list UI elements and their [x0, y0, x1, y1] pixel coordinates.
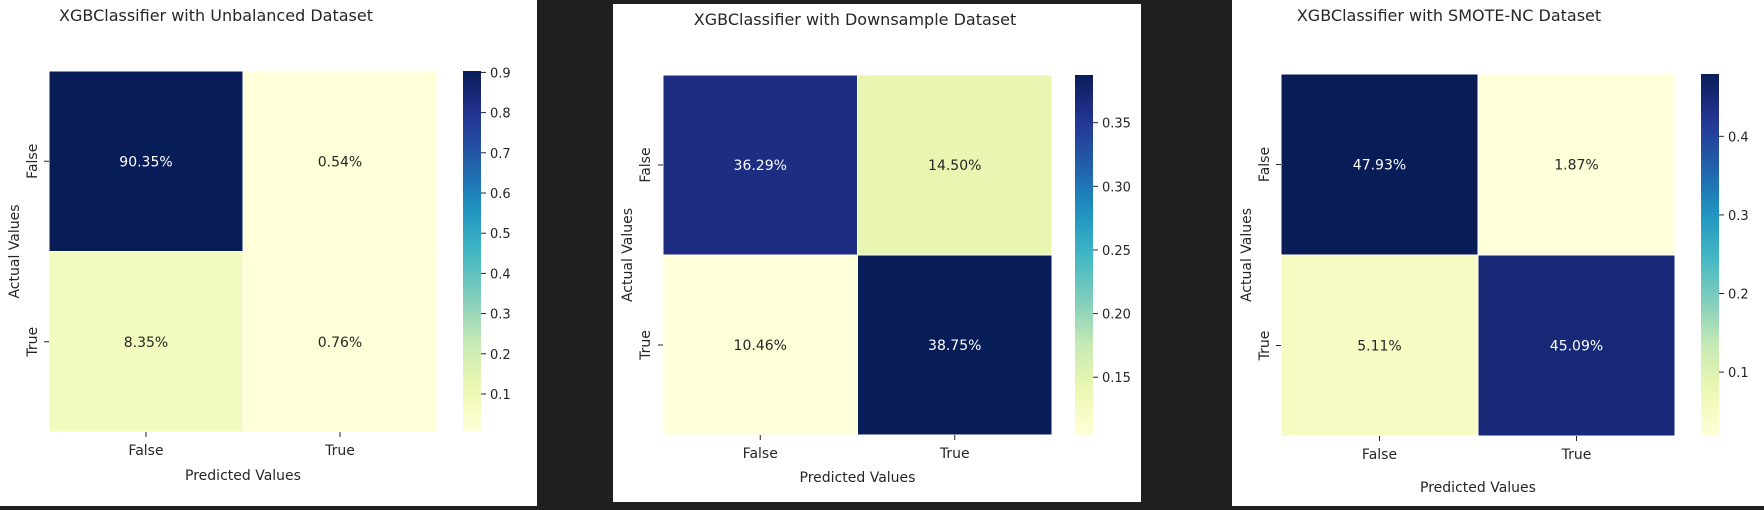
y-tick-label: True	[638, 330, 654, 361]
colorbar-tick-label: 0.25	[1102, 244, 1131, 259]
heatmap-cell-1-1	[857, 254, 1053, 436]
x-axis-label: Predicted Values	[185, 468, 301, 484]
x-tick-label: True	[1561, 447, 1592, 463]
colorbar-tick-label: 0.4	[1728, 130, 1749, 145]
heatmap-cell-0-0	[662, 74, 858, 256]
heatmap-cell-0-1	[242, 70, 438, 252]
y-tick-label: False	[1257, 147, 1273, 182]
heatmap-panel-unbalanced: XGBClassifier with Unbalanced Dataset 90.…	[0, 0, 537, 506]
colorbar-tick-label: 0.4	[490, 267, 511, 282]
cell-annotation-0-0: 47.93%	[1353, 158, 1406, 174]
cell-annotation-1-0: 8.35%	[124, 335, 168, 351]
y-tick-label: False	[25, 144, 41, 179]
colorbar-tick-label: 0.1	[1728, 366, 1749, 381]
colorbar-tick-label: 0.2	[490, 348, 511, 363]
heatmap-cell-1-1	[1477, 254, 1676, 437]
colorbar-tick-label: 0.35	[1102, 117, 1131, 132]
colorbar-tick-label: 0.5	[490, 227, 511, 242]
heatmap-cell-1-1	[242, 251, 438, 433]
chart-title: XGBClassifier with SMOTE-NC Dataset	[1297, 6, 1601, 25]
cell-annotation-0-1: 1.87%	[1554, 158, 1598, 174]
x-tick-label: False	[743, 446, 778, 462]
colorbar-tick-label: 0.6	[490, 187, 511, 202]
heatmap-panel-downsample: XGBClassifier with Downsample Dataset 36.…	[613, 4, 1141, 502]
cell-annotation-0-0: 90.35%	[119, 154, 172, 170]
colorbar-tick-label: 0.8	[490, 107, 511, 122]
x-axis-label: Predicted Values	[1420, 480, 1536, 496]
cell-annotation-1-0: 5.11%	[1357, 339, 1401, 355]
heatmap-cell-1-0	[1280, 254, 1479, 437]
colorbar	[463, 71, 481, 432]
x-tick-label: True	[324, 443, 355, 459]
colorbar	[1701, 74, 1719, 436]
colorbar-tick-label: 0.9	[490, 66, 511, 81]
colorbar-tick-label: 0.20	[1102, 308, 1131, 323]
x-tick-label: False	[1362, 447, 1397, 463]
y-tick-label: True	[1257, 331, 1273, 362]
chart-title: XGBClassifier with Downsample Dataset	[694, 10, 1016, 29]
x-tick-label: True	[939, 446, 970, 462]
colorbar	[1075, 75, 1093, 435]
y-tick-label: False	[638, 147, 654, 182]
heatmap-svg: XGBClassifier with Unbalanced Dataset 90.…	[7, 6, 511, 484]
cell-annotation-0-0: 36.29%	[734, 158, 787, 174]
y-tick-label: True	[25, 327, 41, 358]
colorbar-tick-label: 0.30	[1102, 180, 1131, 195]
heatmap-svg: XGBClassifier with Downsample Dataset 36.…	[620, 10, 1131, 486]
chart-title: XGBClassifier with Unbalanced Dataset	[59, 6, 373, 25]
x-axis-label: Predicted Values	[800, 470, 916, 486]
cell-annotation-1-1: 45.09%	[1550, 339, 1603, 355]
colorbar-tick-label: 0.3	[1728, 209, 1749, 224]
heatmap-cell-1-0	[48, 251, 244, 433]
colorbar-tick-label: 0.3	[490, 308, 511, 323]
heatmap-panel-smote-nc: XGBClassifier with SMOTE-NC Dataset 47.93…	[1232, 0, 1764, 506]
heatmap-cell-0-0	[48, 70, 244, 252]
cell-annotation-1-1: 38.75%	[928, 338, 981, 354]
heatmap-svg: XGBClassifier with SMOTE-NC Dataset 47.93…	[1239, 6, 1749, 496]
x-tick-label: False	[128, 443, 163, 459]
colorbar-tick-label: 0.2	[1728, 288, 1749, 303]
cell-annotation-1-1: 0.76%	[318, 335, 362, 351]
cell-annotation-0-1: 0.54%	[318, 154, 362, 170]
y-axis-label: Actual Values	[1239, 208, 1255, 302]
y-axis-label: Actual Values	[620, 208, 636, 302]
cell-annotation-1-0: 10.46%	[734, 338, 787, 354]
colorbar-tick-label: 0.1	[490, 388, 511, 403]
heatmap-cell-1-0	[662, 254, 858, 436]
y-axis-label: Actual Values	[7, 204, 23, 298]
colorbar-tick-label: 0.15	[1102, 371, 1131, 386]
colorbar-tick-label: 0.7	[490, 147, 511, 162]
heatmap-cell-0-1	[1477, 73, 1676, 256]
cell-annotation-0-1: 14.50%	[928, 158, 981, 174]
